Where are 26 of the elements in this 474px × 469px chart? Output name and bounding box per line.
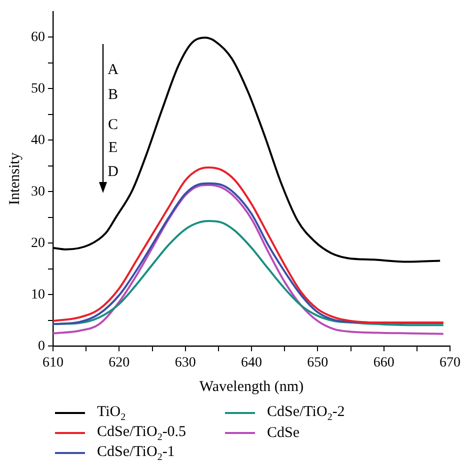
- x-tick-label: 620: [108, 355, 130, 370]
- x-tick-label: 660: [373, 355, 394, 370]
- legend-label: TiO$_{2}$: [97, 404, 126, 422]
- x-tick-label: 650: [307, 355, 328, 370]
- legend-label: CdSe/TiO$_{2}$-2: [267, 404, 345, 422]
- y-tick-label: 10: [31, 287, 45, 302]
- x-tick-label: 610: [42, 355, 64, 370]
- legend-label: CdSe: [267, 424, 300, 442]
- legend-label: CdSe/TiO$_{2}$-1: [97, 444, 175, 462]
- legend-label: CdSe/TiO$_{2}$-0.5: [97, 424, 186, 442]
- annotation: D: [108, 164, 119, 180]
- x-axis-title: Wavelength (nm): [199, 378, 304, 395]
- y-tick-label: 20: [31, 236, 45, 251]
- x-tick-label: 640: [241, 355, 262, 370]
- y-tick-label: 30: [31, 184, 45, 200]
- y-tick-label: 0: [38, 338, 45, 354]
- annotation: B: [108, 86, 118, 103]
- y-tick-label: 40: [31, 132, 45, 148]
- x-tick-label: 630: [174, 355, 196, 370]
- annotation: E: [108, 140, 118, 156]
- y-tick-label: 60: [31, 30, 45, 45]
- x-tick-label: 670: [440, 355, 460, 370]
- annotation: A: [108, 62, 119, 78]
- annotation: C: [108, 116, 118, 133]
- y-axis-title: Intensity: [6, 152, 23, 206]
- y-tick-label: 50: [31, 81, 45, 96]
